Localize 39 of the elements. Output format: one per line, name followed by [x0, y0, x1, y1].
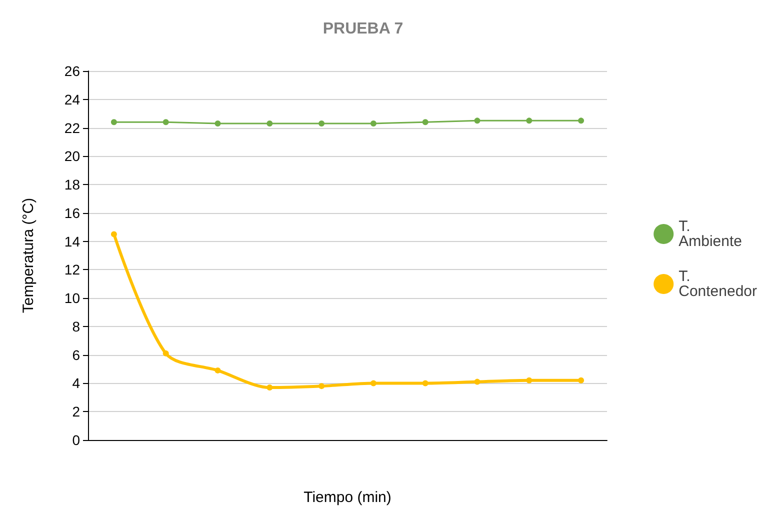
point [422, 380, 428, 386]
legend-label: T. Contenedor [678, 268, 758, 300]
x-axis-title: Tiempo (min) [304, 489, 392, 506]
point [526, 118, 532, 124]
y-tick-label: 16 [64, 204, 80, 221]
y-tick-label: 8 [72, 318, 80, 334]
y-tick-label: 12 [64, 262, 80, 278]
point [422, 119, 428, 126]
y-tick-label: 0 [72, 432, 80, 448]
y-tick-label: 14 [64, 233, 80, 250]
point [526, 377, 532, 384]
point [578, 377, 584, 384]
point [370, 120, 376, 127]
point [266, 384, 273, 390]
point [266, 120, 273, 127]
y-axis-title: Temperatura (°C) [20, 198, 37, 314]
point [162, 119, 169, 126]
point [214, 120, 221, 127]
y-tick-label: 10 [64, 290, 80, 306]
point [578, 118, 584, 124]
y-tick-label: 20 [64, 148, 80, 164]
y-tick-label: 2 [72, 404, 80, 420]
y-tick-label: 6 [72, 346, 80, 363]
point [110, 231, 117, 238]
point [110, 119, 117, 126]
legend-label: T. Ambiente [678, 218, 742, 250]
y-tick-label: 18 [64, 176, 80, 193]
y-tick-label: 24 [64, 91, 80, 108]
point [474, 378, 480, 385]
y-tick-label: 26 [64, 63, 80, 79]
point [318, 383, 325, 390]
chart-title: PRUEBA 7 [322, 20, 404, 38]
point [214, 367, 221, 374]
point [162, 350, 169, 356]
y-tick-label: 4 [72, 375, 80, 392]
point [370, 380, 376, 386]
point [474, 118, 480, 124]
y-tick-label: 22 [64, 120, 80, 136]
point [318, 120, 325, 127]
